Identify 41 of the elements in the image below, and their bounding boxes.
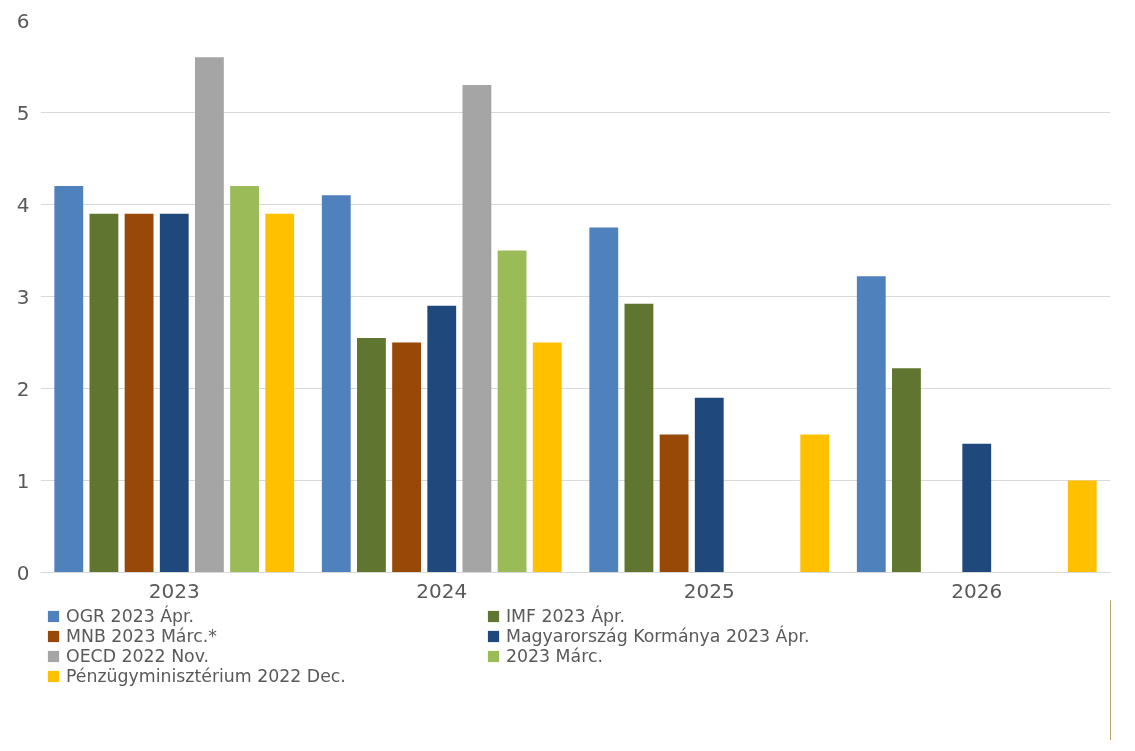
y-tick-label: 0 xyxy=(16,560,30,585)
x-tick-label: 2024 xyxy=(416,578,468,603)
legend-label: 2023 Márc. xyxy=(506,646,604,666)
bar xyxy=(321,195,351,573)
bar xyxy=(589,227,619,573)
x-tick-label: 2023 xyxy=(148,578,200,603)
bar xyxy=(962,443,992,573)
legend-label: OGR 2023 Ápr. xyxy=(66,606,196,626)
y-tick-label: 5 xyxy=(16,100,30,125)
y-tick-label: 1 xyxy=(16,468,30,493)
y-tick-label: 2 xyxy=(16,376,30,401)
bar xyxy=(230,186,259,573)
bar xyxy=(357,337,386,573)
bar xyxy=(124,213,154,573)
legend-label: Magyarország Kormánya 2023 Ápr. xyxy=(506,626,811,646)
bar xyxy=(694,397,724,573)
bar xyxy=(194,57,224,573)
bar xyxy=(54,186,84,573)
bar xyxy=(856,276,886,573)
bar xyxy=(89,213,119,573)
bar xyxy=(392,342,422,573)
legend-label: MNB 2023 Márc.* xyxy=(66,626,218,646)
x-tick-label: 2026 xyxy=(951,578,1003,603)
bar xyxy=(427,305,457,573)
bar xyxy=(624,303,654,573)
bar xyxy=(462,84,492,573)
y-tick-label: 6 xyxy=(16,8,30,33)
legend-label: Pénzügyminisztérium 2022 Dec. xyxy=(66,666,347,686)
bar xyxy=(532,342,562,573)
y-tick-label: 3 xyxy=(16,284,30,309)
legend-label: OECD 2022 Nov. xyxy=(66,646,211,666)
bar xyxy=(497,250,527,573)
bar xyxy=(800,434,830,573)
bar xyxy=(265,213,295,573)
y-tick-label: 4 xyxy=(16,192,30,217)
bar xyxy=(1067,480,1097,573)
x-tick-label: 2025 xyxy=(683,578,735,603)
bar xyxy=(659,434,689,573)
bar xyxy=(892,368,921,573)
bar xyxy=(159,213,189,573)
legend-label: IMF 2023 Ápr. xyxy=(506,606,627,626)
